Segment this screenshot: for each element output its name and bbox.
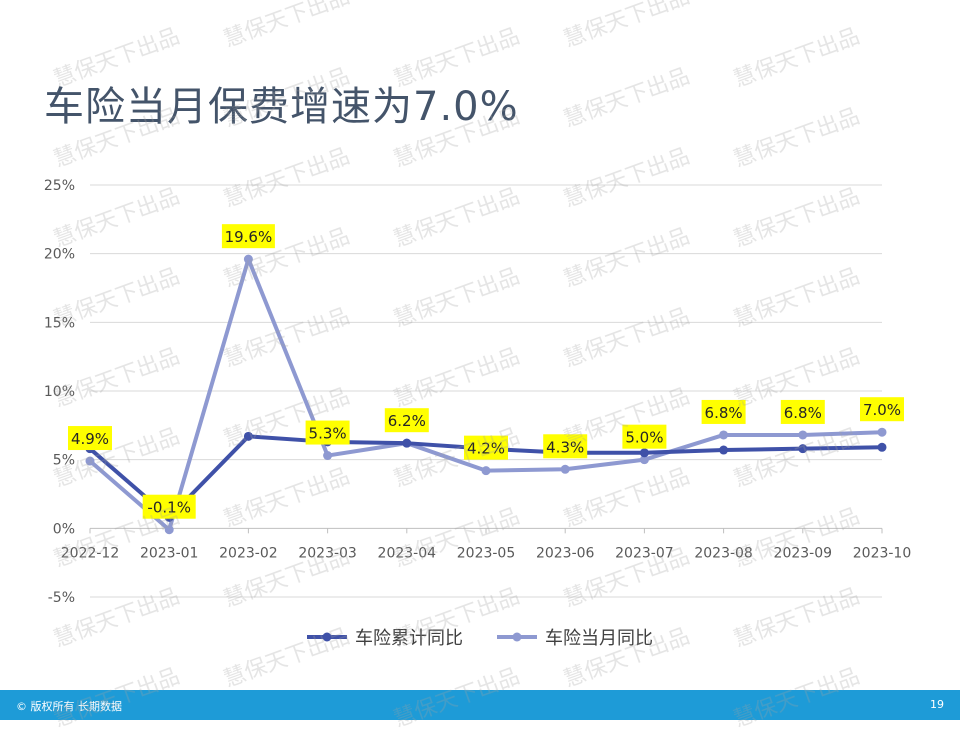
data-label-bg xyxy=(543,434,588,459)
y-tick-label: 0% xyxy=(53,521,75,537)
x-tick-label: 2022-12 xyxy=(61,545,120,561)
data-label-bg xyxy=(860,397,904,422)
data-label-bg xyxy=(780,399,825,424)
data-label: 4.2% xyxy=(467,440,505,458)
data-label: 5.0% xyxy=(625,429,663,447)
data-point xyxy=(481,466,491,476)
data-point xyxy=(798,444,808,454)
x-tick-label: 2023-05 xyxy=(457,545,516,561)
data-point xyxy=(719,430,729,440)
data-point xyxy=(877,442,887,452)
series-line xyxy=(88,257,884,532)
copyright-text: © 版权所有 长期数据 xyxy=(16,700,122,713)
data-label: 7.0% xyxy=(863,401,901,419)
x-tick-label: 2023-06 xyxy=(536,545,595,561)
x-tick-label: 2023-03 xyxy=(298,545,357,561)
data-point xyxy=(719,445,729,455)
data-point xyxy=(798,430,808,440)
y-tick-label: 10% xyxy=(44,384,75,400)
x-tick-label: 2023-08 xyxy=(694,545,753,561)
data-label: -0.1% xyxy=(147,499,191,517)
legend-swatch-marker xyxy=(322,632,332,642)
data-label-bg xyxy=(464,435,508,460)
footer-bar: © 版权所有 长期数据 19 xyxy=(0,690,960,720)
x-tick-label: 2023-07 xyxy=(615,545,674,561)
y-tick-label: 20% xyxy=(44,247,75,263)
data-point xyxy=(164,525,174,535)
data-point xyxy=(639,448,649,458)
y-tick-label: 5% xyxy=(53,453,75,469)
data-label-bg xyxy=(68,426,112,451)
data-label: 5.3% xyxy=(309,425,347,443)
legend-label: 车险当月同比 xyxy=(545,628,653,649)
data-label: 4.9% xyxy=(71,430,109,448)
line-chart: -5% 0% 5% 10% 15% 20% 25% 2022-12 2023-01 2023-02… xyxy=(44,178,912,649)
data-point xyxy=(243,431,253,441)
data-label-bg xyxy=(305,420,350,445)
data-label: 6.8% xyxy=(705,404,743,422)
x-tick-label: 2023-09 xyxy=(774,545,833,561)
y-tick-label: -5% xyxy=(48,590,75,606)
data-point xyxy=(402,438,412,448)
y-tick-label: 25% xyxy=(44,178,75,194)
data-label-bg xyxy=(622,424,667,449)
data-label-bg xyxy=(221,224,275,249)
y-tick-label: 15% xyxy=(44,315,75,331)
data-label: 4.3% xyxy=(546,438,584,456)
x-tick-label: 2023-10 xyxy=(853,545,912,561)
data-label-bg xyxy=(701,399,746,424)
data-point xyxy=(877,427,887,437)
data-label-bg xyxy=(142,494,196,519)
x-tick-label: 2023-04 xyxy=(378,545,437,561)
legend-swatch-marker xyxy=(512,632,522,642)
data-point xyxy=(243,254,253,264)
data-label-bg xyxy=(384,408,429,433)
page-number: 19 xyxy=(930,698,944,711)
x-tick-label: 2023-01 xyxy=(140,545,199,561)
data-point xyxy=(560,464,570,474)
legend-label: 车险累计同比 xyxy=(355,628,463,649)
data-label: 6.8% xyxy=(784,404,822,422)
data-point xyxy=(639,455,649,465)
x-tick-label: 2023-02 xyxy=(219,545,278,561)
data-point xyxy=(323,451,333,461)
data-point xyxy=(85,456,95,466)
data-label: 6.2% xyxy=(388,412,426,430)
page-title: 车险当月保费增速为7.0% xyxy=(44,84,519,130)
data-label: 19.6% xyxy=(225,228,273,246)
